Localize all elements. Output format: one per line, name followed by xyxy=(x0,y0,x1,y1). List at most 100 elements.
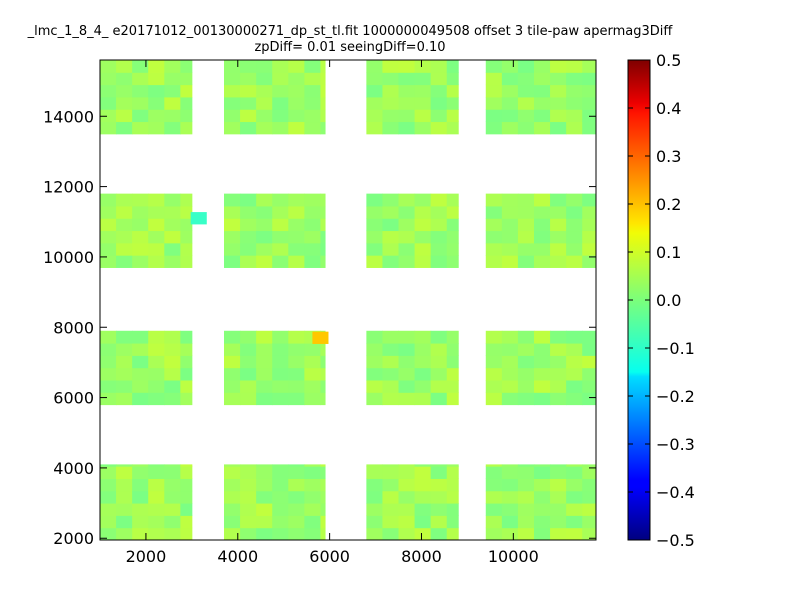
heatmap-cell xyxy=(398,343,416,356)
heatmap-cell xyxy=(430,392,448,406)
heatmap-cell xyxy=(446,503,459,516)
heatmap-cell xyxy=(366,330,383,344)
heatmap-cell xyxy=(288,343,305,356)
heatmap-cell xyxy=(501,230,519,244)
heatmap-cell xyxy=(534,343,551,356)
heatmap-cell xyxy=(485,343,503,356)
heatmap-cell xyxy=(566,121,583,135)
heatmap-cell xyxy=(566,96,583,110)
heatmap-cell xyxy=(566,230,583,244)
heatmap-cell xyxy=(304,527,321,541)
heatmap-cell xyxy=(272,193,289,207)
heatmap-cell xyxy=(132,367,149,381)
heatmap-cell xyxy=(224,330,241,344)
heatmap-cell xyxy=(446,490,459,504)
heatmap-cell xyxy=(517,72,535,86)
heatmap-cell xyxy=(164,527,181,541)
heatmap-cell xyxy=(272,72,289,86)
y-tick-label: 10000 xyxy=(43,248,94,267)
heatmap-cell xyxy=(534,242,551,256)
heatmap-cell xyxy=(116,515,133,529)
heatmap-cell xyxy=(288,193,305,207)
heatmap-cell xyxy=(180,72,193,86)
heatmap-cell xyxy=(517,230,535,244)
heatmap-cell xyxy=(366,464,383,467)
heatmap-cell xyxy=(240,466,257,479)
heatmap-cell xyxy=(566,478,583,492)
heatmap-cell xyxy=(148,466,165,479)
heatmap-cell xyxy=(517,367,535,381)
heatmap-cell xyxy=(256,380,273,393)
heatmap-cell xyxy=(272,343,289,356)
heatmap-cell xyxy=(116,464,133,467)
heatmap-cell xyxy=(430,466,448,479)
heatmap-cell xyxy=(132,193,149,207)
heatmap-cell xyxy=(534,515,551,529)
heatmap-cell xyxy=(382,343,400,356)
heatmap-cell xyxy=(485,60,503,73)
heatmap-cell xyxy=(366,242,383,256)
heatmap-cell xyxy=(320,60,326,73)
heatmap-cell xyxy=(382,503,400,516)
heatmap-cell xyxy=(272,367,289,381)
heatmap-cell xyxy=(116,72,133,86)
heatmap-cell xyxy=(446,527,459,541)
heatmap-cell xyxy=(414,60,432,73)
heatmap-cell xyxy=(534,72,551,86)
heatmap-cell xyxy=(517,205,535,219)
heatmap-cell xyxy=(148,193,165,207)
heatmap-cell xyxy=(304,193,321,207)
heatmap-cell xyxy=(304,84,321,98)
heatmap-cell xyxy=(566,466,583,479)
heatmap-cell xyxy=(398,60,416,73)
heatmap-cell xyxy=(180,380,193,393)
heatmap-cell xyxy=(180,490,193,504)
heatmap-cell xyxy=(320,218,326,232)
heatmap-cell xyxy=(501,96,519,110)
heatmap-cell xyxy=(164,355,181,369)
heatmap-cell xyxy=(320,255,326,268)
heatmap-cell xyxy=(366,380,383,393)
heatmap-cell xyxy=(398,96,416,110)
heatmap-cell xyxy=(148,96,165,110)
heatmap-cell xyxy=(566,490,583,504)
heatmap-cell xyxy=(501,490,519,504)
heatmap-cell xyxy=(430,121,448,135)
chart-title: _lmc_1_8_4_ e20171012_00130000271_dp_st_… xyxy=(27,24,673,39)
colorbar-tick-label: −0.1 xyxy=(656,339,695,358)
heatmap-cell xyxy=(180,109,193,123)
heatmap-cell xyxy=(582,527,597,541)
heatmap-cell xyxy=(148,109,165,123)
heatmap-cell xyxy=(566,515,583,529)
heatmap-cell xyxy=(398,380,416,393)
heatmap-cell xyxy=(382,72,400,86)
heatmap-cell xyxy=(288,503,305,516)
heatmap-cell xyxy=(582,330,597,344)
heatmap-cell xyxy=(272,490,289,504)
heatmap-cell xyxy=(180,205,193,219)
heatmap-cell xyxy=(256,490,273,504)
heatmap-cell xyxy=(272,121,289,135)
heatmap-cell xyxy=(224,490,241,504)
y-tick-label: 4000 xyxy=(53,459,94,478)
heatmap-cell xyxy=(304,230,321,244)
heatmap-cell xyxy=(240,464,257,467)
heatmap-cell xyxy=(414,367,432,381)
heatmap-cell xyxy=(116,205,133,219)
heatmap-cell xyxy=(566,255,583,268)
heatmap-cell xyxy=(148,72,165,86)
heatmap-cell xyxy=(132,392,149,406)
heatmap-cell xyxy=(398,515,416,529)
heatmap-cell xyxy=(534,60,551,73)
heatmap-cell xyxy=(320,367,326,381)
heatmap-cell xyxy=(485,84,503,98)
heatmap-cell xyxy=(304,60,321,73)
heatmap-cell xyxy=(288,478,305,492)
heatmap-cell xyxy=(304,478,321,492)
heatmap-cell xyxy=(148,478,165,492)
heatmap-cell xyxy=(132,60,149,73)
heatmap-cell xyxy=(304,466,321,479)
heatmap-cell xyxy=(446,255,459,268)
heatmap-cell xyxy=(256,60,273,73)
heatmap-cell xyxy=(148,490,165,504)
